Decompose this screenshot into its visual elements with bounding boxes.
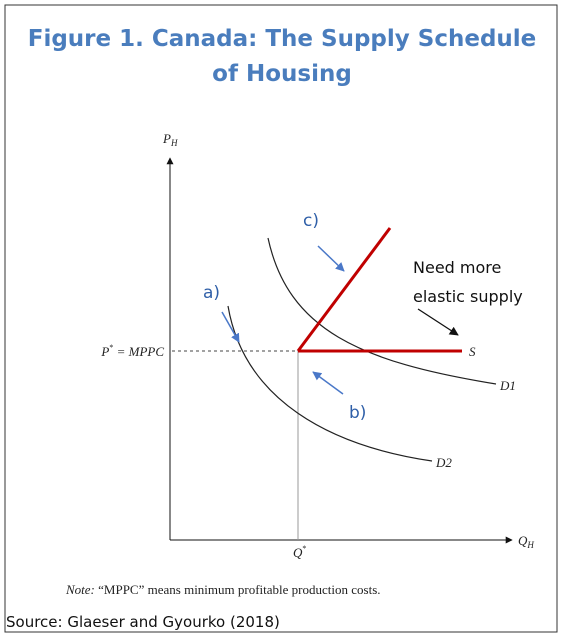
callout-text: Need more xyxy=(413,258,501,277)
callout-text: elastic supply xyxy=(413,287,523,306)
title-line: Figure 1. Canada: The Supply Schedule xyxy=(28,26,537,52)
inelastic-supply xyxy=(296,227,392,352)
annotation-arrow xyxy=(221,311,240,343)
demand2-label: D2 xyxy=(435,455,452,470)
note: Note: “MPPC” means minimum profitable pr… xyxy=(65,582,381,597)
source: Source: Glaeser and Gyourko (2018) xyxy=(6,613,280,631)
annotation: c) xyxy=(303,211,319,231)
demand1-label: D1 xyxy=(499,378,516,393)
callout-arrow xyxy=(417,308,459,336)
demand-curve-2 xyxy=(227,305,433,462)
note-text: “MPPC” means minimum profitable producti… xyxy=(95,582,381,597)
supply-label: S xyxy=(469,344,476,359)
annotation-arrow xyxy=(312,371,344,395)
q: Q xyxy=(293,545,303,560)
annotation: b) xyxy=(349,403,366,423)
price-label: P* = MPPC xyxy=(100,343,164,359)
y-label: P xyxy=(162,131,171,146)
x-label: Q xyxy=(518,533,528,548)
annotation-arrow xyxy=(317,245,345,272)
demand-curve-1 xyxy=(267,237,497,385)
p-sup: * xyxy=(109,343,113,352)
x-axis-label: QH xyxy=(518,533,534,550)
x-label-sub: H xyxy=(526,540,534,550)
p-rest: = MPPC xyxy=(113,344,164,359)
y-axis-label: PH xyxy=(162,131,178,148)
y-label-sub: H xyxy=(170,138,178,148)
q-sup: * xyxy=(302,544,306,553)
quantity-label: Q* xyxy=(293,544,306,560)
title-line: of Housing xyxy=(212,61,352,87)
p: P xyxy=(100,344,109,359)
note-prefix: Note: xyxy=(65,582,95,597)
annotation: a) xyxy=(203,283,220,303)
frame xyxy=(4,4,558,633)
